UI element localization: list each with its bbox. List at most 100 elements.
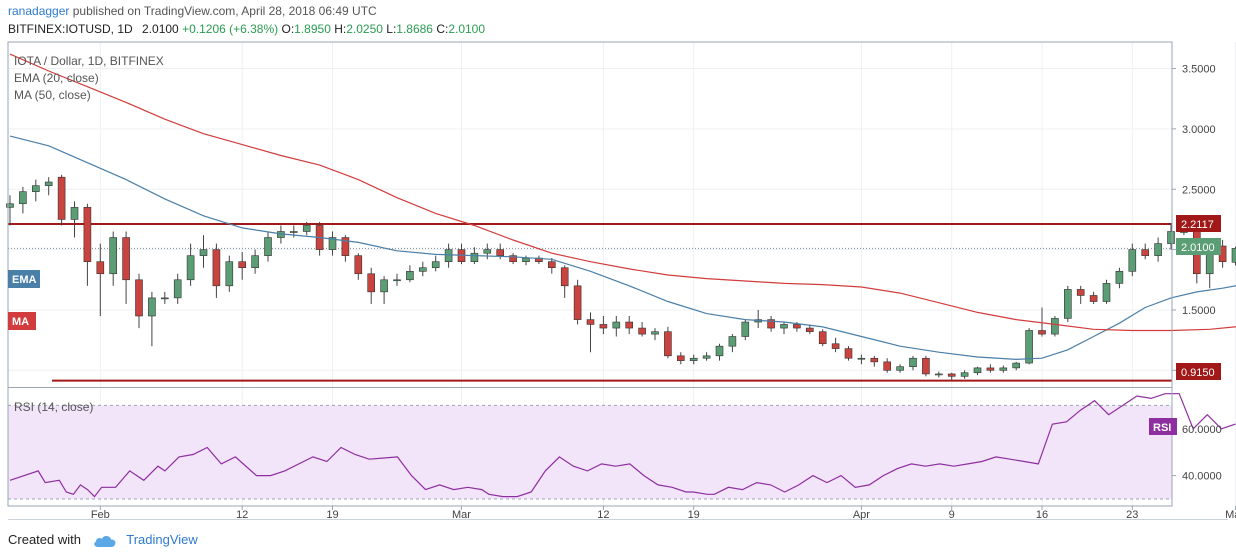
close-label: C: (436, 22, 449, 36)
candle-body (289, 231, 298, 233)
candle-body (973, 367, 982, 374)
candle-body (870, 357, 879, 363)
rsi-tag: RSI (1153, 422, 1171, 434)
time-tick-label: 19 (688, 509, 700, 520)
candle-body (161, 297, 169, 300)
candle-body (922, 357, 930, 375)
candle-body (573, 285, 582, 320)
candle-body (793, 324, 801, 329)
time-tick-label: 9 (949, 509, 955, 520)
candle-body (599, 324, 608, 329)
candle-body (1076, 289, 1085, 296)
candle-body (1141, 249, 1149, 256)
symbol-line: BITFINEX:IOTUSD, 1D 2.0100 +0.1206 (+6.3… (8, 22, 485, 36)
candle-body (6, 203, 14, 208)
candle-body (986, 367, 995, 371)
candle-body (483, 249, 492, 254)
ema-line (9, 135, 1236, 361)
candle-body (1128, 249, 1137, 272)
rsi-line (9, 393, 1236, 498)
candle-body (664, 331, 672, 357)
candle-body (934, 373, 943, 376)
candle-body (909, 357, 917, 367)
created-with: Created with (8, 532, 81, 547)
low-label: L: (386, 22, 397, 36)
candle-body (96, 261, 105, 275)
price-tick-label: 3.0000 (1182, 124, 1216, 136)
candle-body (1051, 318, 1059, 335)
candle-body (135, 279, 143, 317)
candle-body (1154, 243, 1162, 256)
candle-body (406, 271, 414, 281)
candle-body (947, 373, 956, 377)
price-change: +0.1206 (+6.38%) (182, 22, 279, 36)
candle-body (444, 249, 453, 262)
candle-body (1089, 295, 1098, 302)
candle-body (1064, 289, 1072, 319)
candle-body (689, 357, 698, 361)
price-label-2-0100: 2.0100 (1181, 242, 1215, 254)
price-tag-2-0100 (1176, 238, 1221, 255)
candle-body (328, 237, 337, 250)
candle-body (1231, 248, 1236, 263)
candle-body (651, 331, 659, 335)
ema-tag-box (8, 270, 40, 288)
candle-body (522, 257, 530, 262)
time-tick-label: May (1225, 509, 1236, 520)
candle-body (57, 176, 66, 220)
candle-body (238, 261, 246, 269)
candle-body (1038, 330, 1046, 335)
rsi-tag-box (1149, 418, 1177, 435)
tradingview-link[interactable]: TradingView (126, 532, 198, 547)
time-tick-label: 16 (1036, 509, 1048, 520)
candle-body (393, 279, 401, 282)
time-tick-label: 12 (236, 509, 248, 520)
candle-body (509, 255, 517, 262)
tradingview-cloud-icon (93, 535, 116, 547)
candle-body (367, 273, 376, 293)
candle-body (741, 321, 750, 337)
close-value: 2.0100 (448, 22, 486, 36)
candle-body (496, 249, 505, 256)
symbol-name: BITFINEX:IOTUSD, 1D (8, 22, 133, 36)
open-label: O: (281, 22, 295, 36)
footer: Created with TradingView (8, 532, 198, 548)
candle-body (896, 366, 904, 371)
legend-title: IOTA / Dollar, 1D, BITFINEX (14, 54, 164, 68)
candle-body (109, 237, 117, 275)
candle-body (122, 237, 130, 281)
time-tick-label: Mar (452, 509, 471, 520)
rsi-tick-label: 60.0000 (1182, 424, 1222, 436)
price-chart[interactable]: 1.00001.50002.00002.50003.00003.500040.0… (0, 0, 1236, 520)
candle-body (1115, 271, 1124, 284)
author-link[interactable]: ranadagger (8, 4, 70, 18)
ema-tag: EMA (12, 274, 37, 286)
candle-body (1167, 231, 1175, 244)
ma-tag-box (8, 312, 36, 330)
time-tick-label: 12 (597, 509, 609, 520)
level-tag-0-9150 (1176, 363, 1221, 380)
candle-body (212, 249, 221, 287)
candle-body (586, 319, 595, 325)
candle-body (1102, 283, 1111, 302)
rsi-band (8, 405, 1172, 499)
publisher-line: ranadagger published on TradingView.com,… (8, 4, 377, 18)
low-value: 1.8686 (396, 22, 433, 36)
candle-body (264, 237, 272, 256)
candle-body (844, 348, 853, 359)
candle-body (638, 327, 646, 335)
published-text: published on TradingView.com, April 28, … (69, 4, 377, 18)
candle-body (560, 267, 569, 287)
level-label-0-9150: 0.9150 (1181, 367, 1215, 379)
candle-body (19, 191, 27, 205)
legend-ema: EMA (20, close) (14, 71, 99, 85)
candle-body (83, 207, 92, 262)
candle-body (728, 336, 737, 347)
candle-body (148, 297, 156, 317)
price-tick-label: 1.5000 (1182, 305, 1216, 317)
candle-body (380, 279, 388, 293)
candle-body (225, 261, 234, 287)
candle-body (818, 331, 827, 345)
candle-body (547, 261, 556, 269)
candle-body (702, 355, 711, 359)
